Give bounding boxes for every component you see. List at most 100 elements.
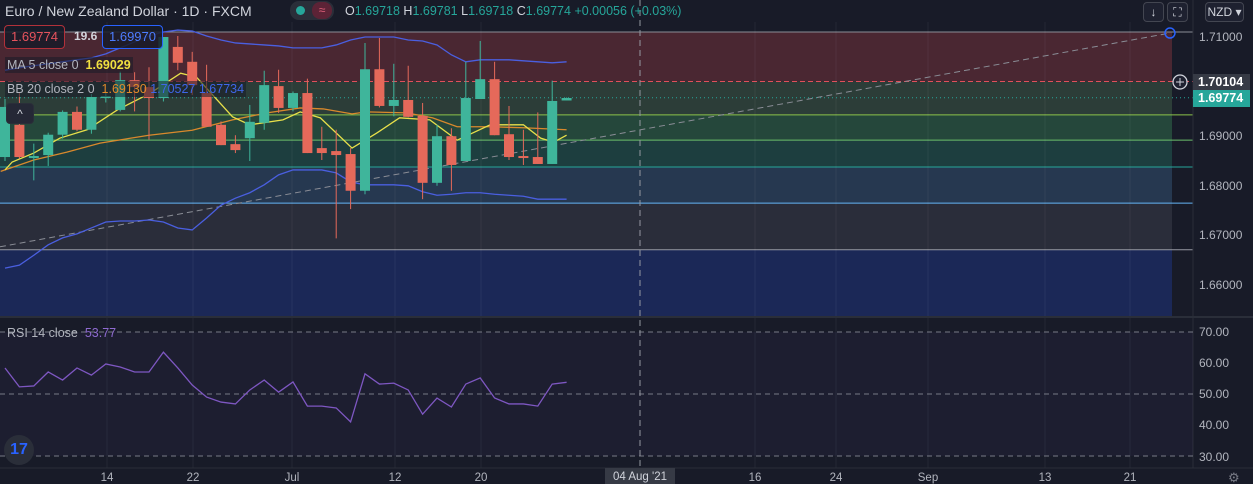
candle-body — [561, 98, 572, 101]
open-value: 1.69718 — [354, 4, 400, 18]
candle-body — [374, 69, 385, 106]
buy-button[interactable]: 1.69970 — [102, 25, 163, 49]
crosshair-price-tag: 1.70104 — [1193, 74, 1250, 91]
candle-body — [432, 136, 442, 183]
fib-band — [0, 140, 1172, 167]
candle-body — [518, 156, 529, 159]
close-value: 1.69774 — [525, 4, 571, 18]
candle-body — [417, 115, 428, 183]
candle-body — [360, 69, 370, 191]
candle-body — [302, 93, 313, 154]
bb-basis-value: 1.69130 — [101, 82, 147, 96]
tradingview-logo-icon[interactable]: 17 — [4, 435, 34, 465]
candle-body — [331, 151, 342, 156]
candle-body — [172, 46, 183, 63]
crosshair-date-tag: 04 Aug '21 — [605, 468, 675, 484]
rsi-axis-label: 30.00 — [1199, 450, 1230, 464]
candle-body — [244, 121, 255, 139]
candle-body — [345, 154, 356, 191]
price-label: 1.71000 — [1199, 30, 1243, 44]
time-label: 21 — [1123, 472, 1137, 484]
fullscreen-button[interactable]: ⛶ — [1167, 2, 1188, 22]
candle-body — [201, 93, 212, 127]
price-label: 1.66000 — [1199, 278, 1243, 292]
open-label: O — [345, 4, 355, 18]
rsi-axis-label: 70.00 — [1199, 325, 1230, 339]
candle-body — [158, 37, 169, 99]
time-label: 12 — [388, 472, 402, 484]
rsi-value: 53.77 — [84, 326, 117, 340]
currency-dropdown[interactable]: NZD ▾ — [1205, 2, 1244, 22]
time-label: 24 — [829, 472, 843, 484]
candle-body — [43, 134, 54, 156]
bb-legend[interactable]: BB 20 close 2 0 1.69130 1.70527 1.67734 — [5, 81, 247, 97]
candle-body — [259, 85, 270, 123]
candle-body — [489, 79, 500, 136]
candle-body — [475, 79, 486, 99]
time-label: 22 — [186, 472, 200, 484]
candle-body — [187, 61, 198, 86]
time-label: 14 — [100, 472, 114, 484]
candle-body — [273, 86, 284, 108]
candle-body — [28, 156, 39, 159]
candle-body — [316, 148, 327, 154]
status-dot-icon — [296, 6, 305, 15]
candle-body — [504, 134, 514, 158]
ohlc-readout: O1.69718 H1.69781 L1.69718 C1.69774 +0.0… — [345, 4, 681, 18]
collapse-legend-button[interactable]: ^ — [6, 103, 34, 124]
candle-body — [532, 157, 543, 164]
bb-upper-line — [4, 29, 567, 71]
ma-legend[interactable]: MA 5 close 0 1.69029 — [5, 57, 133, 73]
candle-body — [0, 106, 10, 158]
bb-label: BB 20 close 2 0 — [7, 82, 95, 96]
symbol-title[interactable]: Euro / New Zealand Dollar · 1D · FXCM — [5, 3, 252, 19]
fib-band — [0, 203, 1172, 250]
change-value: +0.00056 (+0.03%) — [574, 4, 682, 18]
bb-lower-value: 1.67734 — [198, 82, 245, 96]
candle-body — [388, 99, 399, 106]
candle-body — [216, 124, 226, 146]
rsi-axis-label: 60.00 — [1199, 356, 1230, 370]
candle-body — [230, 144, 241, 151]
settings-gear-icon[interactable]: ⚙ — [1228, 470, 1240, 484]
candle-body — [57, 111, 68, 135]
sell-button[interactable]: 1.69774 — [4, 25, 65, 49]
time-label: 20 — [474, 472, 488, 484]
trendline-handle — [1164, 27, 1176, 39]
current-price-tag: 1.69774 — [1193, 90, 1250, 107]
candle-body — [72, 111, 82, 130]
low-label: L — [461, 4, 469, 18]
rsi-axis-label: 50.00 — [1199, 387, 1230, 401]
rsi-line — [4, 351, 567, 424]
spread-value: 19.6 — [74, 29, 98, 43]
rsi-axis-label: 40.00 — [1199, 418, 1230, 432]
wave-icon[interactable]: ≈ — [312, 2, 332, 19]
fib-band — [0, 166, 1172, 204]
trend-line — [0, 32, 1171, 248]
price-label: 1.67000 — [1199, 228, 1243, 242]
rsi-legend[interactable]: RSI 14 close 53.77 — [5, 325, 118, 341]
high-label: H — [403, 4, 413, 18]
ma-label: MA 5 close 0 — [7, 58, 79, 72]
candle-body — [547, 100, 558, 164]
time-label: 13 — [1038, 472, 1052, 484]
candle-body — [100, 96, 111, 99]
time-label: Sep — [917, 472, 939, 484]
price-label: 1.69000 — [1199, 129, 1243, 143]
time-label: 16 — [748, 472, 762, 484]
rsi-label: RSI 14 close — [7, 326, 78, 340]
candle-body — [446, 136, 457, 165]
close-label: C — [516, 4, 526, 18]
visibility-toggle[interactable]: ≈ — [290, 1, 334, 20]
bb-upper-value: 1.70527 — [150, 82, 196, 96]
high-value: 1.69781 — [412, 4, 458, 18]
candle-body — [288, 93, 298, 108]
candle-body — [86, 97, 97, 130]
ma-value: 1.69029 — [85, 58, 131, 72]
scroll-to-latest-button[interactable]: ↓ — [1143, 2, 1164, 22]
bb-lower-line — [4, 169, 567, 269]
candle-body — [460, 98, 471, 161]
time-label: Jul — [284, 472, 300, 484]
